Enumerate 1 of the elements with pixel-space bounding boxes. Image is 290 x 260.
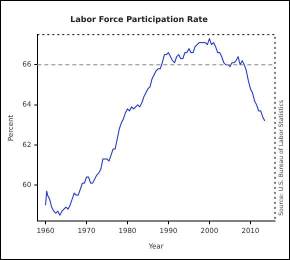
chart-title: Labor Force Participation Rate	[70, 14, 208, 24]
